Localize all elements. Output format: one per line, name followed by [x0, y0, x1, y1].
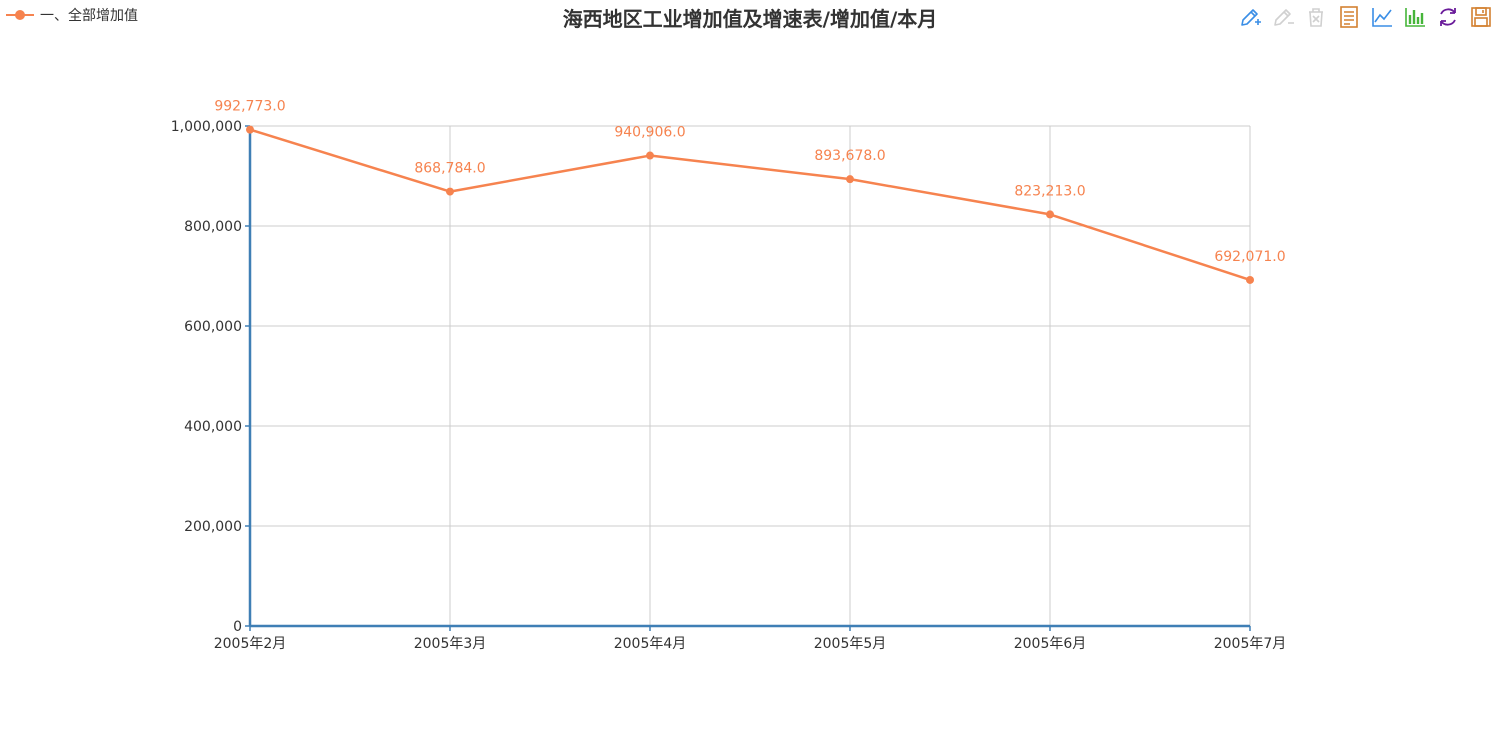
data-point: [846, 175, 854, 184]
x-tick-label: 2005年7月: [1214, 636, 1287, 652]
x-tick-label: 2005年4月: [614, 636, 687, 652]
toolbox: [1237, 5, 1494, 29]
mark-undo-button[interactable]: [1270, 5, 1296, 29]
bar-chart-button[interactable]: [1402, 5, 1428, 29]
data-label: 823,213.0: [1014, 183, 1085, 199]
x-tick-label: 2005年5月: [814, 636, 887, 652]
data-point: [1246, 275, 1254, 284]
data-label: 893,678.0: [814, 148, 885, 164]
y-tick-label: 600,000: [184, 319, 242, 335]
data-view-button[interactable]: [1336, 5, 1362, 29]
series-line: [249, 128, 1251, 282]
mark-clear-icon: [1309, 8, 1323, 27]
data-point: [446, 187, 454, 196]
x-tick-label: 2005年3月: [414, 636, 487, 652]
y-tick-label: 200,000: [184, 519, 242, 535]
legend-label: 一、全部增加值: [40, 8, 138, 24]
chart-title: 海西地区工业增加值及增速表/增加值/本月: [562, 7, 938, 31]
data-point: [246, 125, 254, 134]
y-tick-label: 1,000,000: [171, 119, 242, 135]
mark-icon: [1241, 9, 1261, 26]
data-point: [1046, 210, 1054, 219]
save-image-button[interactable]: [1468, 5, 1494, 29]
legend-dot-marker: [15, 10, 25, 20]
data-label: 940,906.0: [614, 125, 685, 141]
line-chart-button[interactable]: [1369, 5, 1395, 29]
data-label: 868,784.0: [414, 161, 485, 177]
data-point: [646, 151, 654, 160]
mark-clear-button[interactable]: [1303, 5, 1329, 29]
mark-undo-icon: [1274, 9, 1294, 26]
save-image-icon: [1471, 7, 1491, 27]
y-tick-label: 800,000: [184, 219, 242, 235]
data-view-icon: [1340, 6, 1358, 28]
mark-button[interactable]: [1237, 5, 1263, 29]
legend-line-marker: [6, 8, 34, 22]
line-chart-icon: [1372, 8, 1392, 27]
restore-button[interactable]: [1435, 5, 1461, 29]
legend-item[interactable]: 一、全部增加值: [6, 4, 138, 26]
x-tick-label: 2005年6月: [1014, 636, 1087, 652]
data-label: 992,773.0: [214, 99, 285, 115]
y-tick-label: 0: [233, 619, 242, 635]
data-label: 692,071.0: [1214, 249, 1285, 265]
x-tick-label: 2005年2月: [214, 636, 287, 652]
restore-icon: [1440, 8, 1456, 26]
bar-chart-icon: [1405, 8, 1425, 27]
y-tick-label: 400,000: [184, 419, 242, 435]
